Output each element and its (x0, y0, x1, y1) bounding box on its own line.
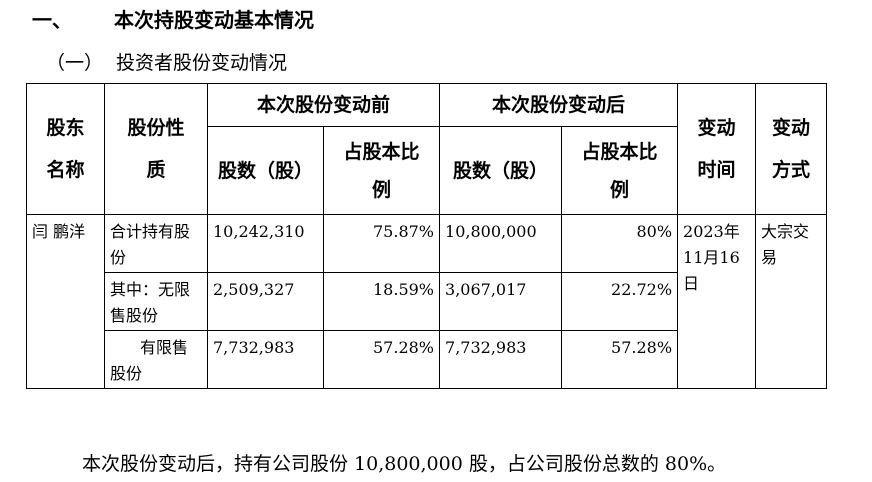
header-change-time: 变动时间 (677, 83, 757, 215)
subsection-number: （一） (46, 52, 104, 74)
after-shares: 10,800,000 (439, 214, 563, 273)
change-method: 大宗交易 (755, 214, 828, 389)
share-nature: 有限售股份 (104, 330, 208, 389)
subsection-heading: （一） 投资者股份变动情况 (46, 48, 287, 75)
section-title: 本次持股变动基本情况 (114, 8, 314, 32)
holder-name: 闫 鹏洋 (26, 214, 105, 389)
section-number: 一、 (32, 8, 72, 32)
share-nature: 其中：无限售股份 (104, 272, 208, 331)
header-after-change: 本次股份变动后 (439, 83, 679, 127)
header-before-change: 本次股份变动前 (206, 83, 441, 127)
before-ratio: 18.59% (322, 272, 441, 331)
share-nature: 合计持有股份 (104, 214, 208, 273)
header-after-ratio: 占股本比例 (561, 126, 679, 215)
table-row: 闫 鹏洋 合计持有股份 10,242,310 75.87% 10,800,000… (26, 214, 828, 389)
header-holder-name: 股东名称 (26, 83, 105, 215)
header-share-nature: 股份性质 (104, 83, 208, 215)
before-ratio: 57.28% (322, 330, 441, 389)
after-ratio: 57.28% (561, 330, 679, 389)
before-shares: 2,509,327 (207, 272, 324, 331)
after-shares: 7,732,983 (439, 330, 563, 389)
table-row: 有限售股份 7,732,983 57.28% 7,732,983 57.28% (27, 330, 827, 389)
summary-paragraph: 本次股份变动后，持有公司股份 10,800,000 股，占公司股份总数的 80%… (82, 453, 727, 475)
shareholding-change-table: 股东名称 股份性质 本次股份变动前 本次股份变动后 变动时间 变动方式 股数（股… (26, 83, 828, 389)
after-ratio: 22.72% (561, 272, 679, 331)
header-after-shares: 股数（股） (439, 126, 563, 215)
header-before-shares: 股数（股） (207, 126, 324, 215)
header-before-ratio: 占股本比例 (322, 126, 441, 215)
header-change-method: 变动方式 (755, 83, 828, 215)
section-heading: 一、 本次持股变动基本情况 (32, 4, 314, 33)
after-shares: 3,067,017 (439, 272, 563, 331)
after-ratio: 80% (561, 214, 679, 273)
change-time: 2023年11月16日 (677, 214, 757, 389)
before-ratio: 75.87% (322, 214, 441, 273)
before-shares: 10,242,310 (207, 214, 324, 273)
table-row: 其中：无限售股份 2,509,327 18.59% 3,067,017 22.7… (27, 272, 827, 331)
subsection-title: 投资者股份变动情况 (116, 52, 288, 74)
before-shares: 7,732,983 (207, 330, 324, 389)
